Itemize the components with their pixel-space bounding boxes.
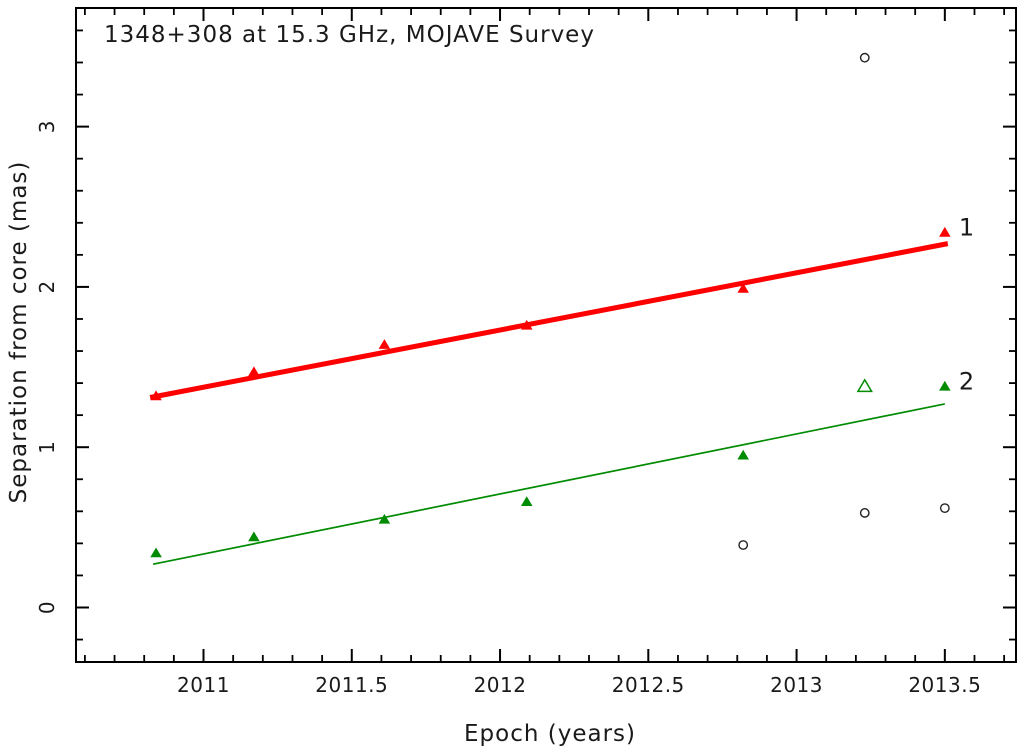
- y-axis-title: Separation from core (mas): [6, 161, 32, 504]
- data-point-unidentified: [738, 540, 749, 550]
- x-axis-title: Epoch (years): [464, 721, 636, 747]
- y-axis-tick-label: 3: [35, 120, 59, 133]
- y-axis-tick-label: 1: [35, 441, 59, 454]
- chart-title: 1348+308 at 15.3 GHz, MOJAVE Survey: [104, 22, 595, 48]
- data-point-component-1: [378, 339, 391, 349]
- x-axis-tick-label: 2013: [770, 673, 823, 697]
- data-point-component-2: [520, 496, 533, 506]
- y-axis-tick-label: 2: [35, 280, 59, 293]
- data-point-unidentified: [859, 508, 870, 518]
- x-axis-tick-label: 2011: [177, 673, 230, 697]
- series-label-component-1: 1: [959, 213, 974, 241]
- x-axis-tick-label: 2011.5: [315, 673, 388, 697]
- x-axis-tick-label: 2012.5: [612, 673, 685, 697]
- plot-layer: 2011 2011.5 2012 2012.5 2013 2013.5 0 1 2 3 1 2: [35, 7, 1017, 697]
- fit-line-component-2: [152, 403, 946, 566]
- data-point-unidentified: [859, 52, 870, 63]
- plot-frame: [75, 7, 1017, 663]
- data-point-open-component-2: [856, 378, 873, 393]
- data-point-component-1: [248, 366, 260, 377]
- data-point-component-2: [939, 380, 951, 391]
- data-point-component-2: [150, 547, 162, 558]
- fit-line-component-1: [149, 241, 949, 400]
- data-point-component-2: [248, 531, 260, 542]
- data-point-component-2: [378, 513, 391, 524]
- x-axis-tick-label: 2013.5: [908, 673, 981, 697]
- y-axis-tick-label: 0: [35, 601, 59, 614]
- data-point-component-2: [737, 449, 749, 460]
- data-point-component-1: [737, 283, 749, 293]
- x-axis-tick-label: 2012: [474, 673, 527, 697]
- data-point-unidentified: [939, 503, 950, 514]
- data-point-component-1: [520, 319, 533, 330]
- series-label-component-2: 2: [959, 367, 974, 395]
- data-point-component-1: [150, 390, 162, 401]
- data-point-component-1: [939, 226, 951, 237]
